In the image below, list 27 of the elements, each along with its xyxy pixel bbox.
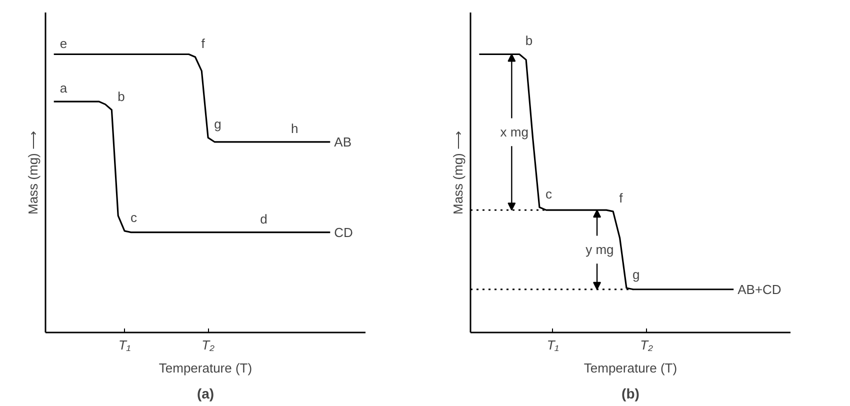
annotation: h	[290, 120, 298, 136]
annotation: c	[130, 210, 138, 225]
x-tick-label: T₁	[546, 338, 559, 352]
text: f	[201, 36, 206, 52]
text: (a)	[196, 386, 214, 402]
x-tick-label: T₂	[202, 338, 215, 352]
x-axis-title: Temperature (T)	[158, 360, 252, 376]
x-tick-label: T₁	[118, 338, 131, 352]
annotation: y mg	[586, 242, 614, 258]
text: b	[525, 33, 533, 48]
y-axis-title: Mass (mg) ⟶	[450, 130, 466, 214]
x-tick-label: T₂	[640, 338, 654, 352]
annotation: d	[260, 211, 268, 226]
annotation: a	[60, 80, 68, 96]
annotation: f	[619, 190, 624, 206]
annotation: x mg	[500, 124, 528, 140]
series-label: AB+CD	[738, 282, 782, 297]
series-label: CD	[334, 224, 353, 240]
annotation: g	[632, 266, 640, 282]
text: (b)	[622, 386, 640, 402]
text: e	[60, 36, 68, 52]
y-axis-title: Mass (mg) ⟶	[26, 130, 40, 214]
x-axis-title: Temperature (T)	[584, 360, 678, 376]
annotation: g	[214, 116, 222, 132]
annotation: b	[118, 88, 125, 104]
annotation: c	[545, 186, 552, 202]
series-label: AB	[334, 134, 352, 150]
